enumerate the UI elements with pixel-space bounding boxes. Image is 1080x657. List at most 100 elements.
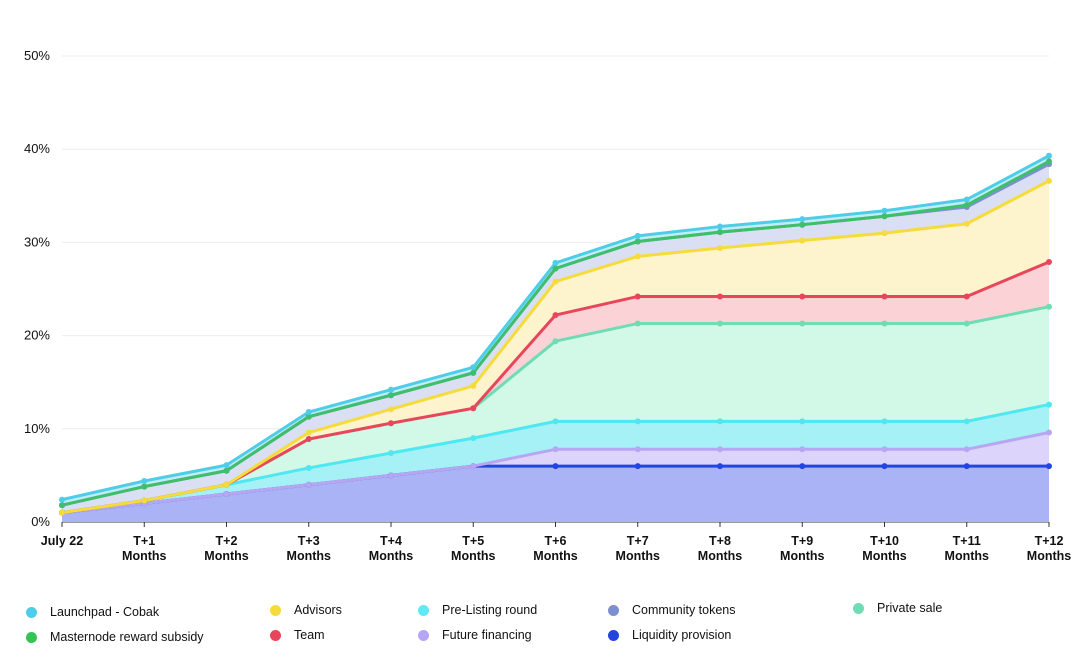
point-pre-listing-round[interactable]	[552, 418, 559, 425]
point-future-financing[interactable]	[305, 481, 312, 488]
point-team[interactable]	[634, 293, 641, 300]
point-advisors[interactable]	[881, 230, 888, 237]
point-advisors[interactable]	[388, 406, 394, 413]
point-future-financing[interactable]	[717, 446, 723, 453]
point-pre-listing-round[interactable]	[717, 418, 723, 425]
legend-item-pre-listing-round[interactable]: Pre-Listing round	[418, 603, 537, 617]
point-advisors[interactable]	[59, 509, 65, 516]
legend-item-launchpad-cobak[interactable]: Launchpad - Cobak	[26, 605, 159, 619]
x-tick-label: T+5 Months	[451, 534, 495, 563]
point-launchpad-cobak[interactable]	[470, 364, 477, 371]
point-future-financing[interactable]	[223, 491, 230, 498]
point-liquidity-provision[interactable]	[963, 463, 970, 470]
point-launchpad-cobak[interactable]	[717, 223, 723, 230]
point-advisors[interactable]	[963, 220, 970, 227]
point-pre-listing-round[interactable]	[470, 435, 477, 442]
point-private-sale[interactable]	[552, 338, 559, 345]
x-tick-label: T+2 Months	[204, 534, 248, 563]
legend-item-future-financing[interactable]: Future financing	[418, 628, 532, 642]
point-team[interactable]	[717, 293, 723, 300]
point-team[interactable]	[305, 436, 312, 443]
point-masternode-reward-subsidy[interactable]	[59, 502, 65, 509]
point-team[interactable]	[388, 420, 394, 427]
point-launchpad-cobak[interactable]	[1046, 152, 1052, 159]
point-pre-listing-round[interactable]	[881, 418, 888, 425]
point-advisors[interactable]	[552, 278, 559, 285]
point-launchpad-cobak[interactable]	[881, 207, 888, 214]
point-private-sale[interactable]	[1046, 303, 1052, 310]
point-liquidity-provision[interactable]	[634, 463, 641, 470]
point-masternode-reward-subsidy[interactable]	[141, 483, 148, 490]
point-liquidity-provision[interactable]	[1046, 463, 1052, 470]
point-advisors[interactable]	[1046, 177, 1052, 184]
point-pre-listing-round[interactable]	[963, 418, 970, 425]
series-points	[59, 152, 1052, 516]
point-team[interactable]	[799, 293, 806, 300]
legend-item-liquidity-provision[interactable]: Liquidity provision	[608, 628, 731, 642]
point-future-financing[interactable]	[470, 463, 477, 470]
point-launchpad-cobak[interactable]	[963, 196, 970, 203]
point-private-sale[interactable]	[717, 320, 723, 327]
point-launchpad-cobak[interactable]	[552, 259, 559, 266]
point-team[interactable]	[470, 405, 477, 412]
y-tick-label: 50%	[24, 48, 50, 63]
point-future-financing[interactable]	[799, 446, 806, 453]
point-pre-listing-round[interactable]	[1046, 401, 1052, 408]
point-future-financing[interactable]	[552, 446, 559, 453]
legend-item-advisors[interactable]: Advisors	[270, 603, 342, 617]
point-masternode-reward-subsidy[interactable]	[963, 202, 970, 209]
point-masternode-reward-subsidy[interactable]	[388, 392, 394, 399]
point-future-financing[interactable]	[1046, 429, 1052, 436]
point-liquidity-provision[interactable]	[799, 463, 806, 470]
legend-item-masternode-reward-subsidy[interactable]: Masternode reward subsidy	[26, 630, 204, 644]
point-masternode-reward-subsidy[interactable]	[881, 213, 888, 220]
point-future-financing[interactable]	[634, 446, 641, 453]
point-advisors[interactable]	[305, 429, 312, 436]
point-advisors[interactable]	[141, 497, 148, 504]
point-team[interactable]	[1046, 258, 1052, 265]
x-tick-label: T+3 Months	[287, 534, 331, 563]
point-team[interactable]	[963, 293, 970, 300]
point-advisors[interactable]	[799, 237, 806, 244]
point-launchpad-cobak[interactable]	[223, 462, 230, 469]
point-masternode-reward-subsidy[interactable]	[552, 265, 559, 272]
point-masternode-reward-subsidy[interactable]	[1046, 158, 1052, 165]
point-launchpad-cobak[interactable]	[305, 409, 312, 416]
point-pre-listing-round[interactable]	[305, 464, 312, 471]
point-advisors[interactable]	[717, 244, 723, 251]
point-liquidity-provision[interactable]	[881, 463, 888, 470]
point-future-financing[interactable]	[388, 472, 394, 479]
legend-label: Liquidity provision	[632, 628, 732, 642]
point-masternode-reward-subsidy[interactable]	[634, 238, 641, 245]
point-launchpad-cobak[interactable]	[799, 216, 806, 223]
point-team[interactable]	[552, 312, 559, 319]
point-masternode-reward-subsidy[interactable]	[223, 467, 230, 474]
legend-item-team[interactable]: Team	[270, 628, 325, 642]
point-private-sale[interactable]	[963, 320, 970, 327]
point-pre-listing-round[interactable]	[799, 418, 806, 425]
point-launchpad-cobak[interactable]	[59, 496, 65, 503]
point-launchpad-cobak[interactable]	[141, 477, 148, 484]
point-masternode-reward-subsidy[interactable]	[717, 229, 723, 236]
point-advisors[interactable]	[634, 253, 641, 260]
legend-item-community-tokens[interactable]: Community tokens	[608, 603, 736, 617]
point-advisors[interactable]	[470, 382, 477, 389]
point-liquidity-provision[interactable]	[552, 463, 559, 470]
point-launchpad-cobak[interactable]	[388, 386, 394, 393]
point-future-financing[interactable]	[881, 446, 888, 453]
legend-item-private-sale[interactable]: Private sale	[853, 601, 942, 615]
point-team[interactable]	[881, 293, 888, 300]
point-launchpad-cobak[interactable]	[634, 232, 641, 239]
point-future-financing[interactable]	[963, 446, 970, 453]
point-liquidity-provision[interactable]	[717, 463, 723, 470]
point-private-sale[interactable]	[881, 320, 888, 327]
point-private-sale[interactable]	[799, 320, 806, 327]
point-pre-listing-round[interactable]	[388, 450, 394, 457]
point-private-sale[interactable]	[634, 320, 641, 327]
point-masternode-reward-subsidy[interactable]	[305, 413, 312, 420]
point-pre-listing-round[interactable]	[634, 418, 641, 425]
point-advisors[interactable]	[223, 481, 230, 488]
point-masternode-reward-subsidy[interactable]	[470, 369, 477, 376]
point-masternode-reward-subsidy[interactable]	[799, 221, 806, 228]
legend-label: Launchpad - Cobak	[50, 605, 160, 619]
